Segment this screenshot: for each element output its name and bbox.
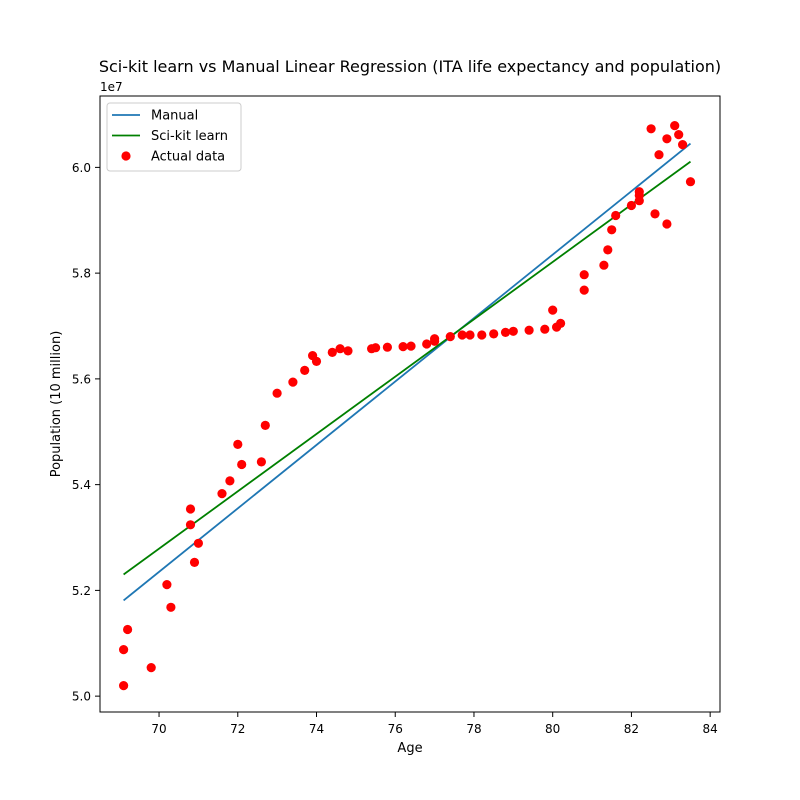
x-axis: 70 72 74 76 78 80 82 84 bbox=[151, 712, 718, 736]
data-point bbox=[406, 341, 416, 351]
data-point bbox=[445, 332, 455, 342]
data-point bbox=[217, 489, 227, 499]
data-point bbox=[508, 326, 518, 336]
data-point bbox=[371, 343, 381, 353]
y-axis: 5.0 5.2 5.4 5.6 5.8 6.0 bbox=[72, 161, 100, 704]
data-point bbox=[185, 504, 196, 514]
data-point bbox=[548, 305, 558, 315]
series-line-sci-kit-learn bbox=[123, 160, 692, 576]
data-point bbox=[272, 388, 282, 398]
legend-swatch-marker bbox=[121, 151, 131, 161]
data-point bbox=[119, 645, 129, 655]
data-point bbox=[430, 334, 440, 344]
data-point bbox=[579, 270, 589, 280]
data-point bbox=[335, 344, 345, 354]
x-tick-label: 78 bbox=[466, 722, 481, 736]
legend-box bbox=[106, 102, 242, 172]
x-tick-label: 74 bbox=[309, 722, 324, 736]
data-point bbox=[193, 538, 203, 548]
y-tick-label: 5.6 bbox=[72, 372, 91, 386]
legend: Manual Sci-kit learn Actual data bbox=[106, 102, 242, 172]
data-point bbox=[634, 187, 644, 197]
data-point bbox=[678, 140, 688, 150]
data-point bbox=[603, 245, 613, 255]
data-point bbox=[343, 346, 353, 356]
data-point bbox=[225, 476, 235, 486]
chart-title: Sci-kit learn vs Manual Linear Regressio… bbox=[99, 57, 721, 76]
data-point bbox=[524, 325, 534, 335]
data-point bbox=[260, 420, 270, 430]
data-point bbox=[457, 330, 467, 340]
data-point bbox=[477, 330, 487, 340]
legend-label: Manual bbox=[151, 109, 198, 124]
data-point bbox=[465, 330, 475, 340]
data-point bbox=[162, 580, 172, 590]
data-point bbox=[489, 329, 499, 339]
x-tick-label: 82 bbox=[624, 722, 639, 736]
data-point bbox=[611, 210, 621, 221]
x-tick-label: 72 bbox=[230, 722, 245, 736]
data-point bbox=[670, 121, 680, 131]
y-tick-label: 5.4 bbox=[72, 478, 91, 492]
data-point bbox=[189, 557, 200, 568]
data-point bbox=[288, 377, 298, 387]
y-offset-label: 1e7 bbox=[100, 80, 123, 94]
x-tick-label: 76 bbox=[388, 722, 403, 736]
data-point bbox=[237, 459, 247, 470]
data-point bbox=[607, 225, 617, 235]
x-axis-label: Age bbox=[397, 741, 422, 756]
data-point bbox=[300, 365, 310, 375]
data-point bbox=[654, 150, 664, 160]
y-tick-label: 6.0 bbox=[72, 161, 91, 175]
data-point bbox=[599, 260, 609, 270]
data-point bbox=[146, 663, 156, 673]
data-point bbox=[650, 209, 660, 219]
data-point bbox=[119, 681, 129, 691]
y-axis-label: Population (10 million) bbox=[49, 331, 64, 478]
series-line-manual bbox=[123, 142, 692, 602]
data-point bbox=[674, 130, 684, 140]
data-point bbox=[556, 318, 566, 328]
y-tick-label: 5.8 bbox=[72, 267, 91, 281]
data-point bbox=[500, 327, 511, 337]
y-tick-label: 5.2 bbox=[72, 584, 91, 598]
plot-frame bbox=[99, 95, 721, 713]
data-point bbox=[327, 347, 337, 357]
x-tick-label: 70 bbox=[151, 722, 166, 736]
data-point bbox=[626, 200, 637, 211]
data-point bbox=[311, 356, 322, 366]
data-point bbox=[579, 285, 589, 295]
data-point bbox=[382, 342, 392, 352]
data-point bbox=[166, 602, 176, 612]
data-point bbox=[233, 439, 243, 449]
data-point bbox=[398, 342, 408, 352]
data-point bbox=[540, 324, 550, 334]
data-point bbox=[662, 219, 672, 229]
data-point bbox=[123, 624, 133, 635]
data-point bbox=[662, 134, 672, 144]
data-point bbox=[185, 520, 196, 530]
data-point bbox=[646, 124, 656, 134]
plot-area bbox=[119, 121, 696, 691]
data-point bbox=[422, 339, 432, 349]
x-tick-label: 80 bbox=[545, 722, 560, 736]
legend-label: Actual data bbox=[151, 150, 225, 165]
data-point bbox=[685, 177, 696, 187]
legend-label: Sci-kit learn bbox=[151, 129, 228, 144]
x-tick-label: 84 bbox=[703, 722, 718, 736]
data-point bbox=[256, 457, 266, 467]
y-tick-label: 5.0 bbox=[72, 690, 91, 704]
